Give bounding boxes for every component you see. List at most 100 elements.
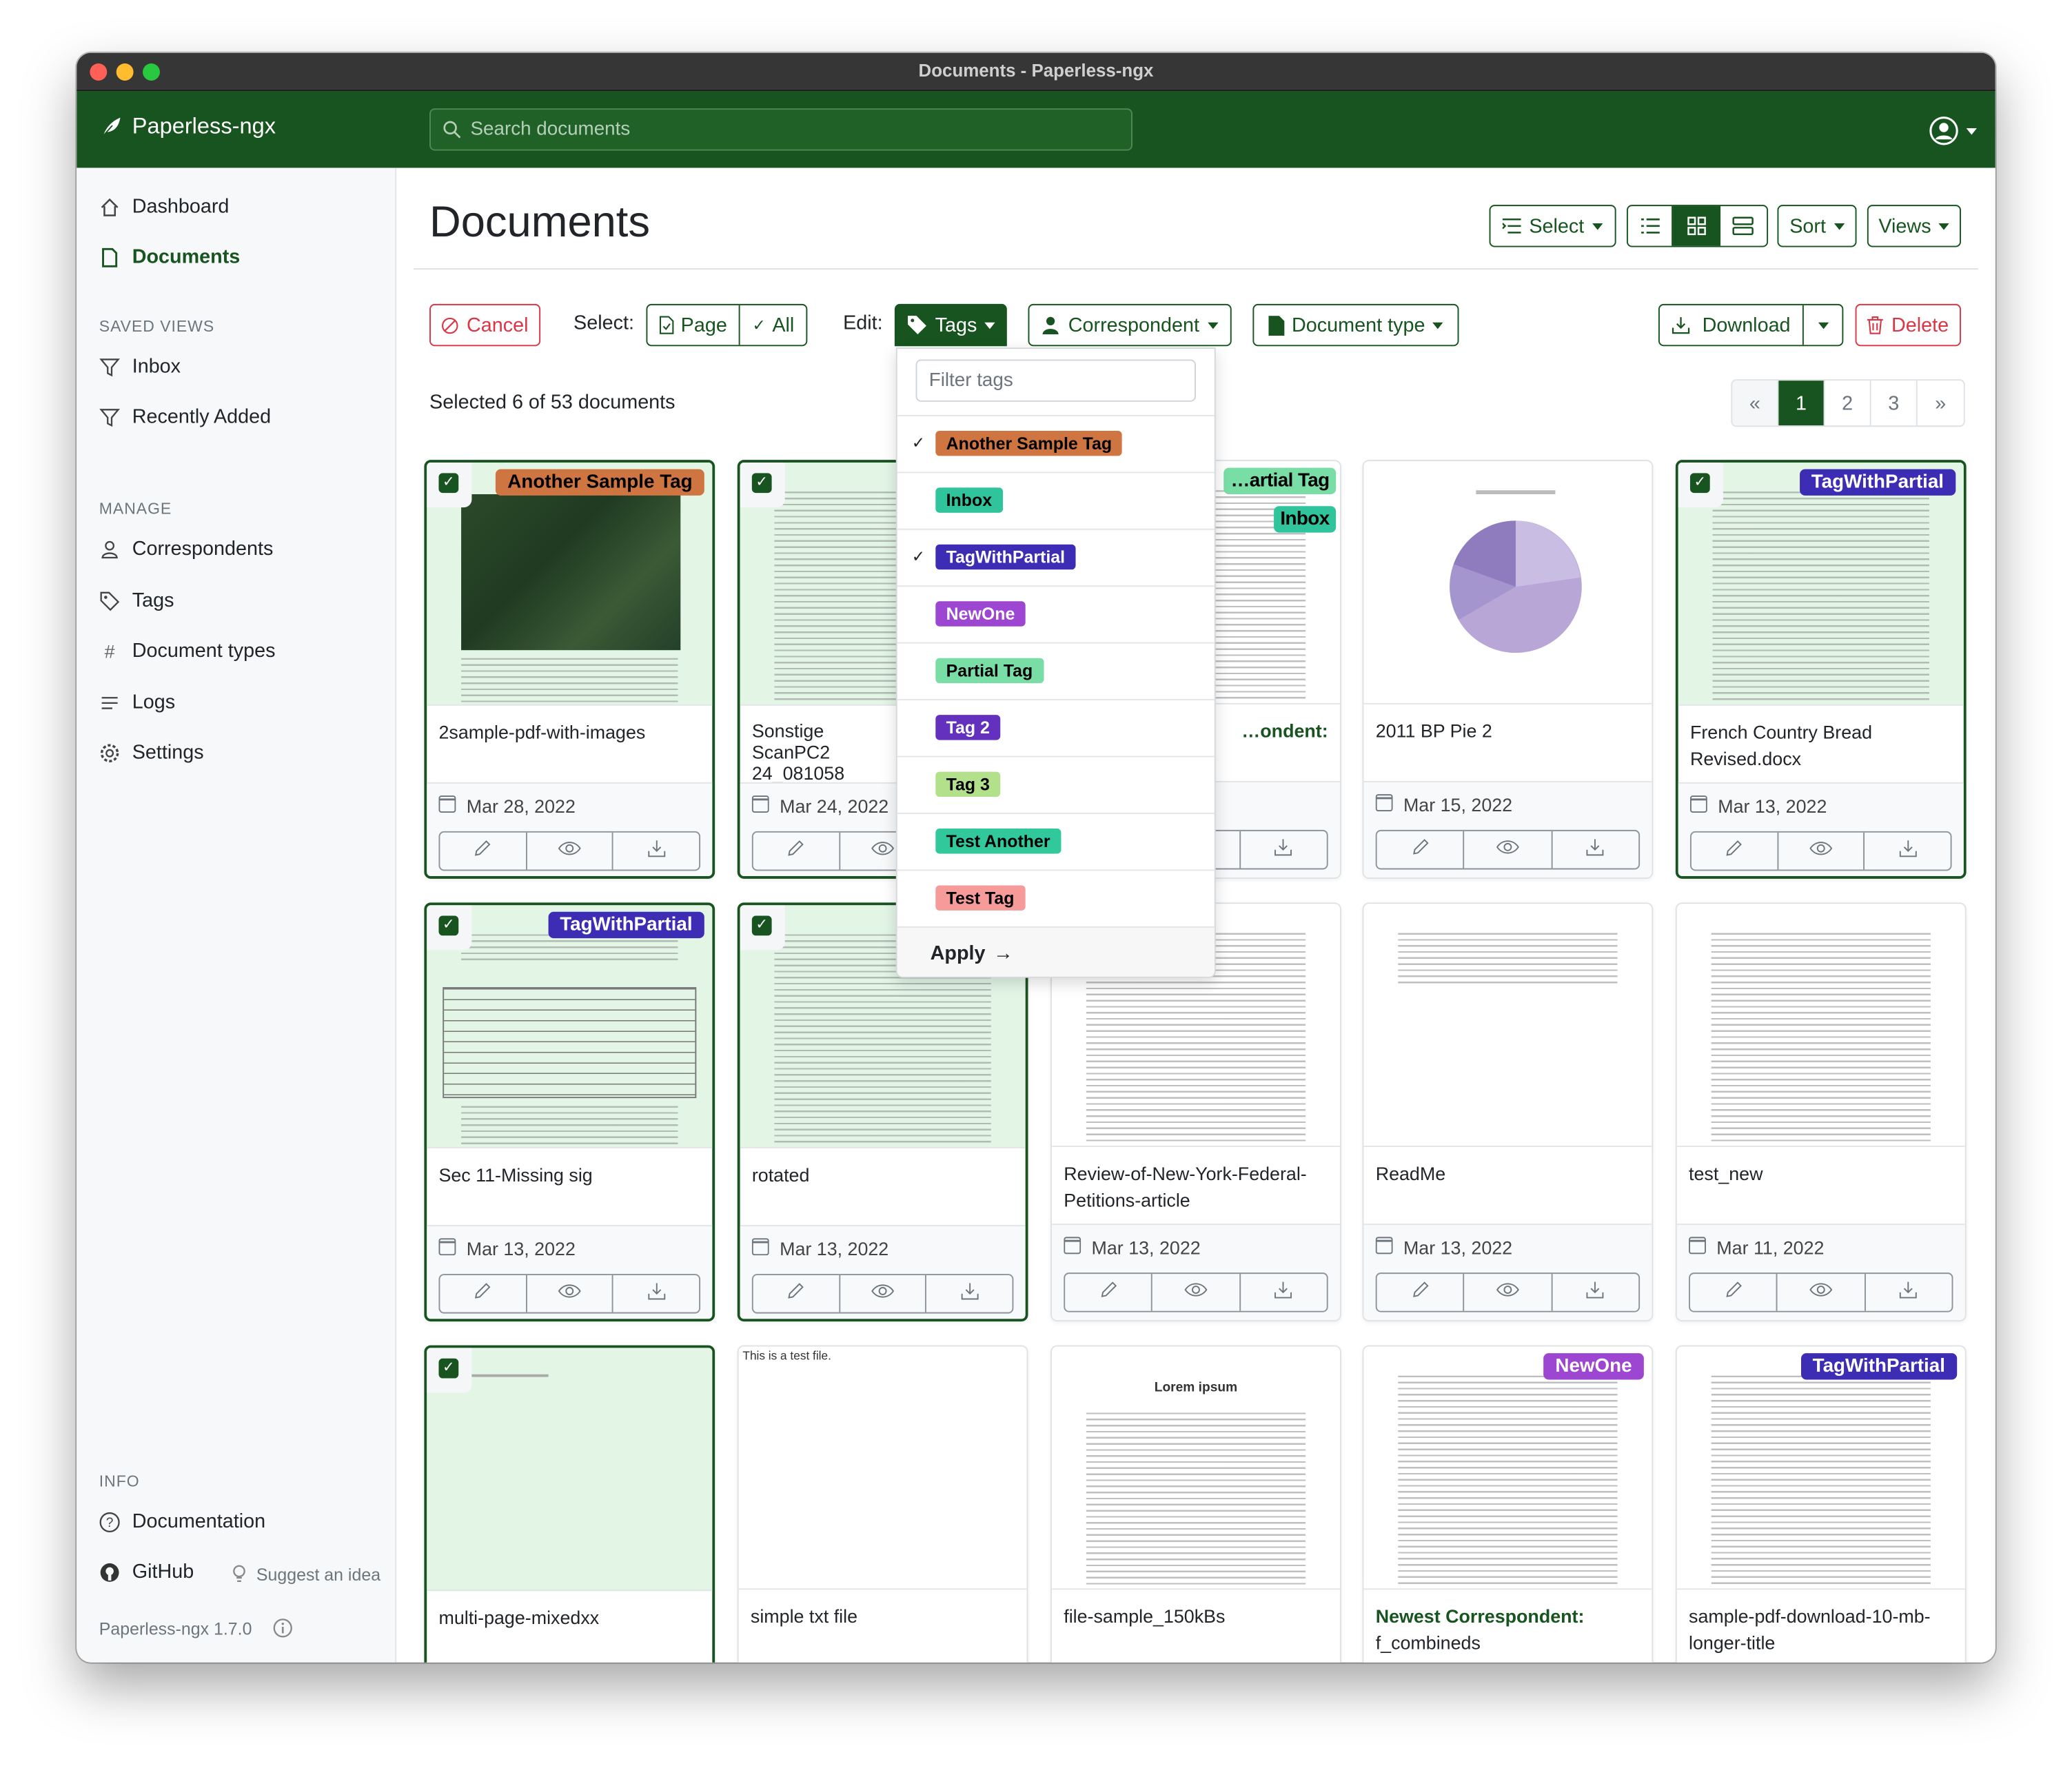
sidebar-item-logs[interactable]: Logs [99,691,175,713]
close-window-button[interactable] [90,63,108,81]
tag-option[interactable]: Tag 2 [897,699,1215,755]
download-button[interactable] [1865,833,1951,870]
sidebar-item-documents[interactable]: Documents [99,246,240,268]
select-checkbox[interactable]: ✓ [1678,462,1723,508]
select-checkbox[interactable]: ✓ [740,462,785,508]
preview-button[interactable] [1465,1274,1552,1311]
document-card[interactable]: ✓ TagWithPartial French Country Bread Revi… [1675,460,1967,879]
document-card[interactable]: test_new Mar 11, 2022 [1675,902,1967,1322]
sidebar-item-inbox[interactable]: Inbox [99,356,181,378]
correspondent-link[interactable]: Newest Correspondent: [1375,1605,1585,1627]
document-thumbnail[interactable] [1363,1346,1652,1590]
download-button[interactable] [1552,1274,1638,1311]
tag-badge[interactable]: NewOne [1543,1353,1644,1380]
tag-option[interactable]: NewOne [897,585,1215,642]
document-thumbnail[interactable]: Lorem ipsum [1052,1346,1340,1590]
edit-button[interactable] [1377,1274,1465,1311]
tag-badge[interactable]: TagWithPartial [1799,469,1956,496]
tag-option[interactable]: Test Another [897,813,1215,869]
correspondent-dropdown-button[interactable]: Correspondent [1028,303,1232,347]
view-small-cards-button[interactable] [1673,206,1720,246]
edit-button[interactable] [753,832,840,870]
download-button[interactable] [613,833,699,870]
document-card[interactable]: Lorem ipsum file-sample_150kBs [1050,1345,1341,1663]
edit-button[interactable] [440,1275,527,1312]
sort-dropdown-button[interactable]: Sort [1777,205,1857,247]
select-dropdown-button[interactable]: Select [1489,205,1616,247]
edit-button[interactable] [1065,1274,1153,1311]
pagination-next[interactable]: » [1935,392,1947,415]
tag-badge[interactable]: Another Sample Tag [496,469,704,496]
edit-button[interactable] [753,1275,840,1312]
views-dropdown-button[interactable]: Views [1867,205,1961,247]
pagination-prev[interactable]: « [1732,380,1779,426]
sidebar-item-document-types[interactable]: # Document types [99,640,276,662]
cancel-button[interactable]: Cancel [429,303,541,347]
sidebar-item-settings[interactable]: Settings [99,741,204,764]
download-button[interactable] [927,1275,1013,1312]
document-thumbnail[interactable] [1676,1346,1965,1590]
preview-button[interactable] [1152,1274,1241,1311]
edit-button[interactable] [1377,831,1465,869]
download-button[interactable] [1865,1274,1951,1311]
document-thumbnail[interactable]: This is a test file. [738,1346,1027,1590]
document-thumbnail[interactable] [1678,462,1964,706]
document-thumbnail[interactable] [1363,904,1652,1148]
document-thumbnail[interactable] [1363,461,1652,704]
sidebar-item-recently-added[interactable]: Recently Added [99,406,271,428]
sidebar-item-correspondents[interactable]: Correspondents [99,538,273,560]
download-button[interactable] [613,1275,699,1312]
maximize-window-button[interactable] [143,63,160,81]
search-input[interactable]: Search documents [429,108,1133,151]
user-menu[interactable] [1929,116,1977,145]
pagination-page[interactable]: 3 [1871,380,1918,426]
select-checkbox[interactable]: ✓ [427,462,472,508]
tags-dropdown-button[interactable]: Tags [894,303,1007,347]
tag-option[interactable]: Tag 3 [897,755,1215,813]
preview-button[interactable] [527,832,614,870]
download-button[interactable]: Download [1660,305,1805,345]
document-card[interactable]: ReadMe Mar 13, 2022 [1362,902,1654,1322]
document-thumbnail[interactable] [427,905,713,1148]
tag-badge[interactable]: …artial Tag [1224,467,1337,494]
document-card[interactable]: TagWithPartial sample-pdf-download-10-mb-… [1675,1345,1967,1663]
tag-option[interactable]: Inbox [897,471,1215,528]
view-details-button[interactable] [1628,206,1674,246]
document-thumbnail[interactable] [427,462,713,706]
document-type-dropdown-button[interactable]: Document type [1252,303,1459,347]
document-thumbnail[interactable] [1676,904,1965,1148]
select-checkbox[interactable]: ✓ [427,1348,472,1393]
document-card[interactable]: 2011 BP Pie 2 Mar 15, 2022 [1362,460,1654,879]
tag-badge[interactable]: TagWithPartial [547,911,704,939]
brand-link[interactable]: Paperless-ngx [101,114,276,140]
document-card[interactable]: NewOne Newest Correspondent: f_combineds [1362,1345,1654,1663]
pagination-page[interactable]: 2 [1825,380,1871,426]
tag-option[interactable]: Test Tag [897,869,1215,926]
select-checkbox[interactable]: ✓ [427,905,472,951]
select-checkbox[interactable]: ✓ [740,905,785,951]
suggest-idea-link[interactable]: Suggest an idea [229,1563,380,1585]
select-all-button[interactable]: ✓ All [740,305,806,345]
edit-button[interactable] [1692,832,1778,870]
sidebar-item-dashboard[interactable]: Dashboard [99,196,229,218]
preview-button[interactable] [1465,831,1552,869]
preview-button[interactable] [1778,832,1865,870]
download-button[interactable] [1552,831,1638,869]
download-button[interactable] [1240,831,1326,869]
document-thumbnail[interactable] [427,1348,713,1592]
sidebar-item-github[interactable]: GitHub [99,1561,194,1583]
download-button[interactable] [1240,1274,1326,1311]
tag-option[interactable]: Partial Tag [897,642,1215,699]
view-large-cards-button[interactable] [1720,206,1767,246]
document-card[interactable]: ✓ multi-page-mixedxx [424,1345,715,1663]
tag-option[interactable]: ✓ Another Sample Tag [897,414,1215,471]
edit-button[interactable] [440,832,527,870]
document-card[interactable]: ✓ Another Sample Tag 2sample-pdf-with-imag… [424,460,715,879]
document-card[interactable]: This is a test file. simple txt file [737,1345,1028,1663]
tag-badge[interactable]: TagWithPartial [1800,1353,1958,1380]
filter-tags-input[interactable]: Filter tags [915,359,1196,402]
preview-button[interactable] [840,1275,927,1312]
edit-button[interactable] [1690,1274,1778,1311]
correspondent-link[interactable]: …ondent: [1241,720,1328,742]
download-options-button[interactable] [1804,305,1842,345]
